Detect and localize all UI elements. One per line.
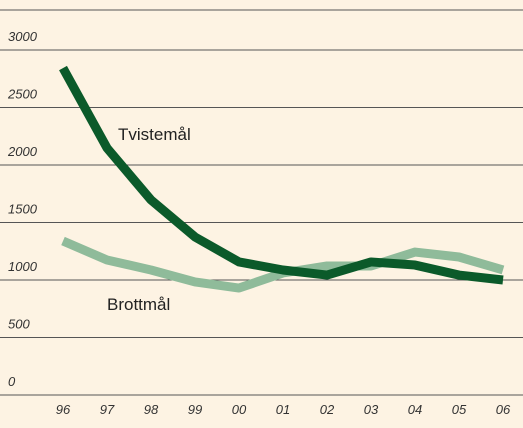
y-tick-label: 1500 [8,202,38,217]
x-tick-label: 98 [144,402,159,417]
y-tick-label: 2000 [7,144,38,159]
x-tick-label: 01 [276,402,290,417]
x-tick-label: 96 [56,402,71,417]
y-tick-label: 0 [8,374,16,389]
y-tick-label: 1000 [8,259,38,274]
x-tick-label: 99 [188,402,202,417]
series-label: Brottmål [107,295,170,314]
x-tick-label: 06 [496,402,511,417]
series-label: Tvistemål [118,125,191,144]
x-tick-label: 03 [364,402,379,417]
x-tick-label: 97 [100,402,115,417]
x-tick-label: 04 [408,402,422,417]
x-tick-label: 02 [320,402,335,417]
y-tick-label: 3000 [8,29,38,44]
x-tick-label: 05 [452,402,467,417]
y-tick-label: 500 [8,317,30,332]
series-line [59,65,504,285]
x-tick-label: 00 [232,402,247,417]
y-tick-label: 2500 [7,87,38,102]
